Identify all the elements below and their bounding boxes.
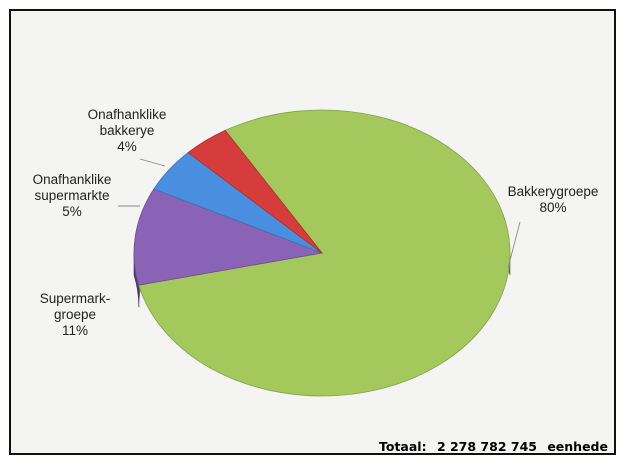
- leader-line-3: [139, 158, 166, 167]
- slice-label-0: Bakkerygroepe 80%: [508, 184, 599, 215]
- slice-1[interactable]: [133, 188, 324, 286]
- slice-label-line: groepe: [54, 307, 96, 322]
- slice-label-line: Supermark-: [40, 291, 111, 306]
- slice-label-line: Bakkerygroepe: [508, 184, 599, 199]
- slice-label-line: supermarkte: [34, 188, 109, 203]
- total-value: 2 278 782 745: [437, 439, 537, 454]
- slice-labels: Bakkerygroepe 80% Supermark-groepe 11% Onafh…: [33, 107, 599, 338]
- pie-slices: [133, 109, 511, 397]
- slice-label-line: Onafhanklike: [88, 107, 167, 122]
- slice-label-line: 4%: [117, 139, 137, 154]
- total-footer: Totaal: 2 278 782 745 eenhede: [379, 439, 608, 454]
- leader-line-0: [507, 221, 521, 269]
- slice-label-line: Onafhanklike: [33, 172, 112, 187]
- slice-0[interactable]: [138, 109, 511, 397]
- total-label: Totaal:: [379, 439, 427, 454]
- slice-label-2: Onafhanklike supermarkte 5%: [33, 172, 112, 219]
- slice-label-3: Onafhanklike bakkerye 4%: [88, 107, 167, 154]
- slice-3[interactable]: [187, 129, 323, 254]
- slice-label-line: 80%: [539, 200, 566, 215]
- slice-label-line: 11%: [62, 323, 88, 338]
- slice-label-1: Supermark-groepe 11%: [40, 291, 111, 338]
- slice-label-line: 5%: [62, 204, 82, 219]
- slice-label-line: bakkerye: [100, 123, 155, 138]
- leader-lines: [118, 158, 521, 269]
- total-unit: eenhede: [547, 439, 608, 454]
